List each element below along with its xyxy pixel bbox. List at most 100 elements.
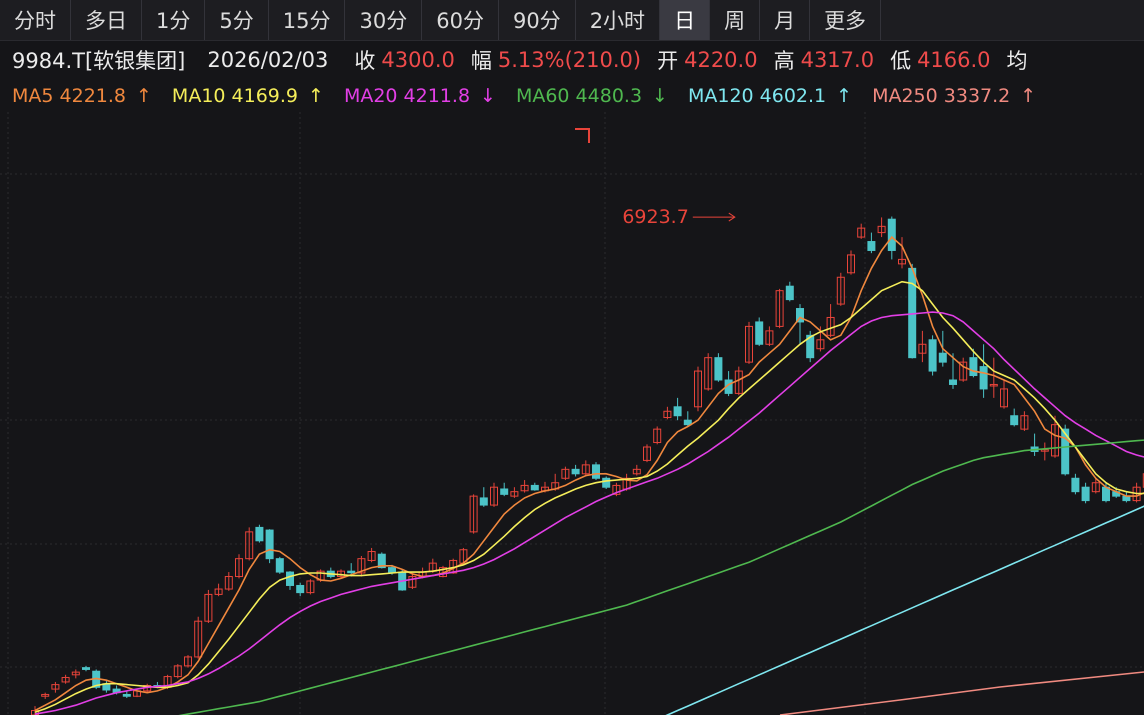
candle-body <box>265 529 274 560</box>
candle-body <box>1010 415 1019 426</box>
candle-body <box>979 366 988 390</box>
candle-body <box>204 593 213 622</box>
candle-body <box>82 667 90 670</box>
candle-body <box>714 357 723 381</box>
candle-body <box>602 477 611 488</box>
candle-body <box>41 693 50 697</box>
candle-body <box>796 308 804 323</box>
candle-body <box>71 671 80 676</box>
candle-body <box>184 656 192 667</box>
tab-7[interactable]: 90分 <box>499 0 576 40</box>
candle-body <box>61 676 70 683</box>
candle-body <box>857 227 866 238</box>
candle-body <box>704 357 713 390</box>
tab-0[interactable]: 分时 <box>0 0 71 40</box>
candle-body <box>612 484 621 495</box>
ma-legend: MA5 4221.8 ↑ MA10 4169.9 ↑ MA20 4211.8 ↓ MA60 … <box>0 80 1144 112</box>
tab-9[interactable]: 日 <box>660 0 711 40</box>
ma-trend-arrow: ↑ <box>1020 85 1037 107</box>
open-value: 4220.0 <box>684 48 758 72</box>
tab-6[interactable]: 60分 <box>422 0 499 40</box>
candle-body <box>683 419 692 426</box>
tab-2[interactable]: 1分 <box>142 0 206 40</box>
open-label: 开 <box>657 49 679 73</box>
low-value: 4166.0 <box>917 48 991 72</box>
candle-body <box>235 558 243 578</box>
tab-4[interactable]: 15分 <box>269 0 346 40</box>
period-tabs: 分时 多日 1分 5分 15分 30分 60分 90分 2小时日周月更多 <box>0 0 1144 41</box>
crosshair-marker <box>575 128 590 143</box>
candle-body <box>632 468 641 475</box>
candle-body <box>1051 424 1059 457</box>
candle-body <box>785 285 794 301</box>
candle-body <box>745 325 753 363</box>
candle-body <box>673 406 682 417</box>
tab-1[interactable]: 多日 <box>71 0 142 40</box>
tab-3[interactable]: 5分 <box>205 0 269 40</box>
candle-body <box>571 468 580 475</box>
candle-body <box>51 684 60 690</box>
candle-body <box>867 241 876 251</box>
candle-body <box>694 370 702 408</box>
candle-body <box>775 290 784 327</box>
ma-trend-arrow: ↑ <box>836 85 853 107</box>
ma-legend-item: MA120 4602.1 <box>687 85 827 107</box>
candle-body <box>296 584 305 594</box>
candle-body <box>173 665 182 678</box>
high-label: 高 <box>773 49 795 73</box>
symbol[interactable]: 9984.T[软银集团] <box>12 49 186 73</box>
candle-body <box>898 258 906 265</box>
ma-legend-item: MA10 4169.9 <box>171 85 299 107</box>
ma-line-ma120 <box>665 505 1144 715</box>
candle-body <box>816 339 825 350</box>
candle-body <box>1000 388 1008 408</box>
candle-body <box>500 488 509 495</box>
candle-body <box>928 339 937 372</box>
candle-body <box>989 383 998 387</box>
candle-body <box>561 468 570 479</box>
candle-body <box>653 428 662 444</box>
candle-body <box>1081 486 1090 502</box>
candle-body <box>1071 477 1080 493</box>
ma-line-ma20 <box>34 311 1144 715</box>
max-annotation-label: 6923.7 <box>622 206 688 228</box>
candle-body <box>510 491 519 497</box>
candle-body <box>643 446 651 461</box>
ma-legend-item: MA250 3337.2 <box>872 85 1011 107</box>
ma-trend-arrow: ↑ <box>136 85 152 107</box>
ma-line-ma5 <box>34 235 1144 712</box>
tab-12[interactable]: 更多 <box>810 0 882 40</box>
candle-body <box>938 352 947 363</box>
change-value: 5.13%(210.0) <box>497 48 642 72</box>
candle-body <box>1091 482 1100 493</box>
quote-bar: 9984.T[软银集团] 2026/02/03 收 4300.0 幅 5.13%… <box>0 40 1144 80</box>
tab-5[interactable]: 30分 <box>345 0 423 40</box>
candle-body <box>806 334 815 359</box>
candle-body <box>520 484 529 492</box>
candle-body <box>194 620 203 658</box>
close-label: 收 <box>354 49 376 73</box>
ma-legend-item: MA20 4211.8 <box>343 85 471 107</box>
tab-8[interactable]: 2小时 <box>576 0 661 40</box>
candle-body <box>490 486 498 506</box>
candle-body <box>877 225 886 234</box>
candle-body <box>663 410 672 419</box>
ma-trend-arrow: ↓ <box>480 85 496 107</box>
candlestick-chart[interactable]: 6923.7 <box>0 112 1144 715</box>
candle-body <box>377 553 386 569</box>
candle-body <box>969 357 978 377</box>
ma-line-ma10 <box>34 280 1144 714</box>
candle-body <box>306 580 315 594</box>
candle-body <box>581 464 590 475</box>
candle-body <box>408 576 417 588</box>
ma-trend-arrow: ↑ <box>308 85 324 107</box>
candle-body <box>1020 415 1029 430</box>
candle-body <box>1061 428 1070 475</box>
candle-body <box>357 558 366 574</box>
candle-body <box>1040 449 1049 452</box>
tab-11[interactable]: 月 <box>760 0 811 40</box>
candle-body <box>949 379 957 385</box>
tab-10[interactable]: 周 <box>710 0 761 40</box>
ma-line-ma60 <box>178 439 1144 715</box>
candle-body <box>959 361 968 381</box>
